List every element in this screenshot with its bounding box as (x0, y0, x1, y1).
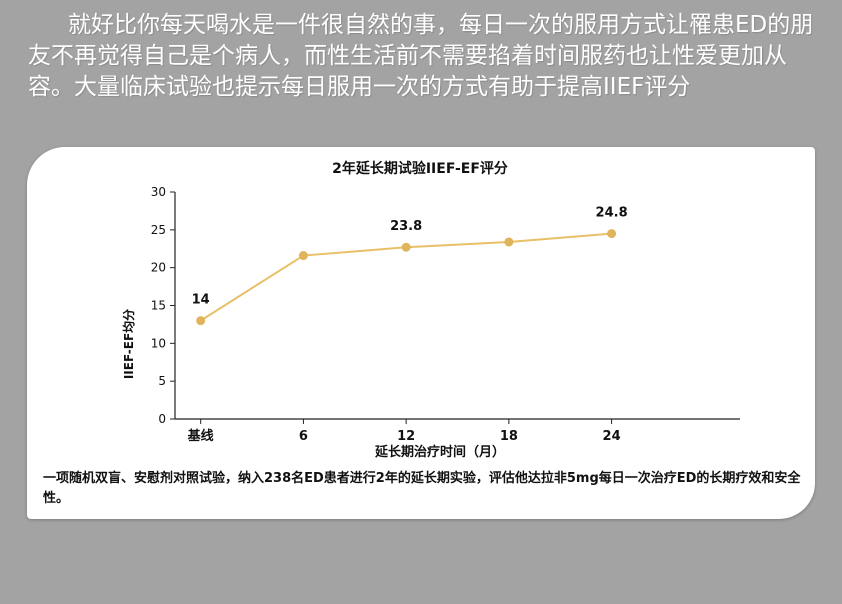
data-point (504, 237, 514, 247)
x-tick-label: 12 (397, 429, 415, 444)
y-axis-label: IIEF-EF均分 (121, 309, 136, 379)
x-tick-label: 18 (500, 429, 518, 444)
y-tick-label: 10 (151, 336, 166, 350)
data-label: 23.8 (390, 219, 422, 234)
y-tick-label: 0 (158, 412, 166, 426)
data-point (196, 316, 206, 326)
x-axis-label: 延长期治疗时间（月） (374, 444, 505, 460)
data-label: 14 (192, 293, 210, 308)
chart-card: 2年延长期试验IIEF-EF评分 IIEF-EF均分 延长期治疗时间（月） 0 5… (27, 147, 815, 519)
y-tick-label: 30 (151, 185, 166, 199)
data-point (298, 251, 308, 261)
x-tick-label: 6 (299, 429, 308, 444)
intro-paragraph: 就好比你每天喝水是一件很自然的事，每日一次的服用方式让罹患ED的朋友不再觉得自己… (28, 12, 814, 100)
y-tick-label: 25 (151, 223, 166, 237)
y-tick-label: 5 (158, 374, 166, 388)
y-tick-label: 15 (151, 299, 166, 313)
x-tick-label: 24 (603, 429, 621, 444)
data-point (401, 242, 411, 252)
line-chart: 2年延长期试验IIEF-EF评分 IIEF-EF均分 延长期治疗时间（月） 0 5… (121, 160, 740, 460)
data-label: 24.8 (596, 206, 628, 221)
chart-caption: 一项随机双盲、安慰剂对照试验，纳入238名ED患者进行2年的延长期实验，评估他达… (43, 471, 801, 506)
data-point (607, 229, 617, 239)
y-tick-label: 20 (151, 261, 166, 275)
chart-title: 2年延长期试验IIEF-EF评分 (332, 160, 508, 177)
x-tick-label: 基线 (187, 428, 214, 444)
